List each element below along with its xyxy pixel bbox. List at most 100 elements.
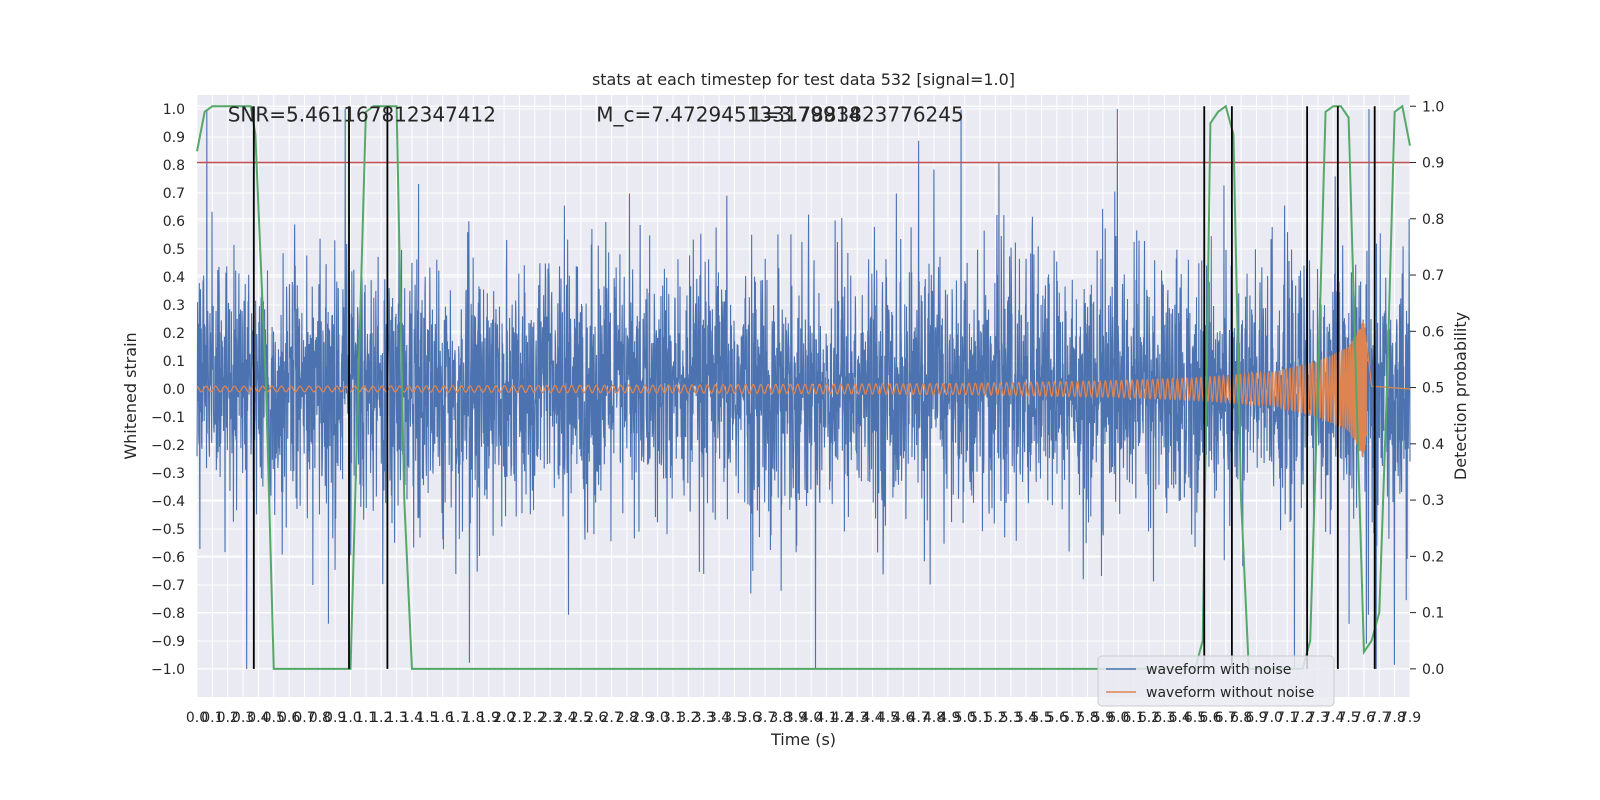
x-tick-label: 3.2 <box>677 710 699 726</box>
y-tick-label: 0.0 <box>163 382 185 398</box>
y2-tick-label: 0.9 <box>1422 156 1444 172</box>
x-tick-label: 7.2 <box>1291 710 1313 726</box>
x-tick-label: 0.4 <box>247 710 269 726</box>
x-tick-label: 1.5 <box>416 710 438 726</box>
x-tick-label: 0.7 <box>293 710 315 726</box>
x-tick-label: 7.0 <box>1261 710 1283 726</box>
x-tick-label: 6.4 <box>1169 710 1191 726</box>
x-tick-label: 3.7 <box>754 710 776 726</box>
y2-tick-label: 0.1 <box>1422 606 1444 622</box>
x-tick-label: 7.1 <box>1276 710 1298 726</box>
x-tick-label: 3.4 <box>708 710 730 726</box>
y2-tick-label: 1.0 <box>1422 99 1444 115</box>
x-tick-label: 1.3 <box>385 710 407 726</box>
x-tick-label: 3.3 <box>693 710 715 726</box>
x-tick-label: 1.2 <box>370 710 392 726</box>
x-tick-label: 4.8 <box>923 710 945 726</box>
legend: waveform with noise waveform without noi… <box>1097 655 1335 707</box>
x-tick-label: 5.1 <box>969 710 991 726</box>
y2-tick-label: 0.0 <box>1422 662 1444 678</box>
y-tick-label: −0.7 <box>151 578 185 594</box>
x-tick-label: 3.5 <box>723 710 745 726</box>
x-tick-label: 2.9 <box>631 710 653 726</box>
legend-box <box>1097 655 1335 707</box>
x-tick-label: 6.2 <box>1138 710 1160 726</box>
y-tick-label: −1.0 <box>151 662 185 678</box>
x-tick-label: 7.6 <box>1353 710 1375 726</box>
x-tick-label: 7.3 <box>1307 710 1329 726</box>
annotations: SNR=5.461167812347412 M_c=7.4729451331799… <box>228 103 964 127</box>
y-tick-label: 1.0 <box>163 102 185 118</box>
y-tick-label: 0.3 <box>163 298 185 314</box>
x-tick-label: 6.9 <box>1245 710 1267 726</box>
x-tick-label: 2.3 <box>539 710 561 726</box>
y2-tick-label: 0.7 <box>1422 268 1444 284</box>
x-tick-label: 3.0 <box>647 710 669 726</box>
y-tick-label: 0.6 <box>163 214 185 230</box>
x-tick-label: 7.5 <box>1337 710 1359 726</box>
y-tick-label: −0.2 <box>151 438 185 454</box>
y-tick-label: −0.4 <box>151 494 185 510</box>
x-tick-label: 4.1 <box>815 710 837 726</box>
annotation-text: M_c=7.472945133179914 <box>596 103 861 127</box>
x-tick-label: 1.4 <box>401 710 423 726</box>
x-tick-label: 0.9 <box>324 710 346 726</box>
y-axis-ticks: −1.0 −0.9 −0.8 −0.7 −0.6 −0.5 −0.4 −0.3 −0.2 −0.1… <box>151 102 185 678</box>
x-tick-label: 4.6 <box>892 710 914 726</box>
y-tick-label: 0.7 <box>163 186 185 202</box>
x-tick-label: 6.1 <box>1122 710 1144 726</box>
x-tick-label: 6.3 <box>1153 710 1175 726</box>
x-tick-label: 3.6 <box>739 710 761 726</box>
x-tick-label: 6.0 <box>1107 710 1129 726</box>
x-tick-label: 5.9 <box>1092 710 1114 726</box>
y2-tick-label: 0.4 <box>1422 437 1444 453</box>
y-tick-label: 0.8 <box>163 158 185 174</box>
x-tick-label: 2.0 <box>493 710 515 726</box>
x-tick-label: 6.8 <box>1230 710 1252 726</box>
y-tick-label: −0.6 <box>151 550 185 566</box>
y-tick-label: 0.4 <box>163 270 185 286</box>
x-tick-label: 5.7 <box>1061 710 1083 726</box>
x-tick-label: 3.8 <box>769 710 791 726</box>
x-tick-label: 0.6 <box>278 710 300 726</box>
x-tick-label: 4.5 <box>877 710 899 726</box>
x-axis-title: Time (s) <box>770 730 836 749</box>
y2-axis-title: Detection probability <box>1451 312 1470 480</box>
x-tick-label: 0.8 <box>309 710 331 726</box>
y2-tick-label: 0.3 <box>1422 493 1444 509</box>
x-tick-label: 5.2 <box>984 710 1006 726</box>
vertical-markers <box>252 106 1376 669</box>
x-tick-label: 0.0 <box>186 710 208 726</box>
x-tick-label: 2.4 <box>554 710 576 726</box>
x-tick-label: 5.0 <box>954 710 976 726</box>
x-tick-label: 2.6 <box>585 710 607 726</box>
y2-tick-label: 0.5 <box>1422 381 1444 397</box>
y2-axis-ticks: 0.0 0.1 0.2 0.3 0.4 0.5 0.6 0.7 0.8 0.9 1.0 <box>1410 99 1444 678</box>
chart-title: stats at each timestep for test data 532… <box>592 70 1015 89</box>
legend-label-waveform-with-noise: waveform with noise <box>1146 662 1291 678</box>
y-tick-label: −0.3 <box>151 466 185 482</box>
x-tick-label: 5.4 <box>1015 710 1037 726</box>
x-tick-label: 5.5 <box>1030 710 1052 726</box>
x-tick-label: 5.8 <box>1076 710 1098 726</box>
x-tick-label: 4.2 <box>831 710 853 726</box>
y-axis-title: Whitened strain <box>121 332 140 459</box>
series-detection-probability <box>196 104 1411 670</box>
legend-label-waveform-without-noise: waveform without noise <box>1146 685 1314 701</box>
x-tick-label: 1.9 <box>478 710 500 726</box>
x-tick-label: 1.8 <box>462 710 484 726</box>
x-tick-label: 4.7 <box>908 710 930 726</box>
x-axis-ticks: 0.00.10.20.30.40.50.60.70.80.91.01.11.21… <box>186 710 1421 726</box>
x-tick-label: 1.1 <box>355 710 377 726</box>
x-tick-label: 1.0 <box>339 710 361 726</box>
x-tick-label: 6.5 <box>1184 710 1206 726</box>
x-tick-label: 0.2 <box>217 710 239 726</box>
y-tick-label: −0.9 <box>151 634 185 650</box>
x-tick-label: 6.7 <box>1215 710 1237 726</box>
probability-line <box>196 104 1411 670</box>
x-tick-label: 3.1 <box>662 710 684 726</box>
x-tick-label: 4.9 <box>938 710 960 726</box>
y-tick-label: 0.5 <box>163 242 185 258</box>
x-tick-label: 2.7 <box>600 710 622 726</box>
